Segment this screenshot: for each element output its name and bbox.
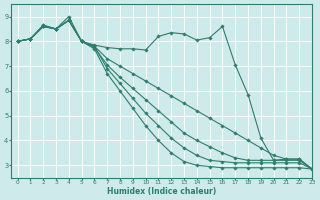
X-axis label: Humidex (Indice chaleur): Humidex (Indice chaleur) (107, 187, 216, 196)
